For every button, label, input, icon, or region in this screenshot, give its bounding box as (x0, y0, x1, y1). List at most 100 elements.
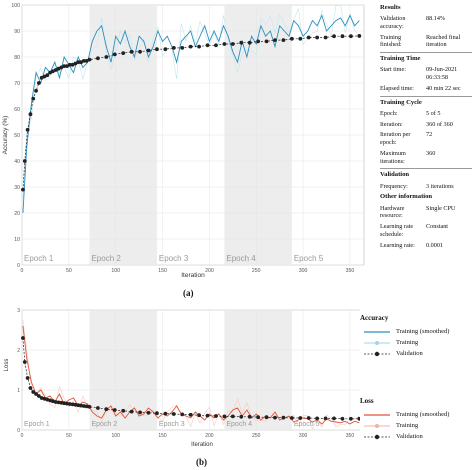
x-tick-label: 0 (21, 268, 24, 274)
validation-point (247, 414, 252, 419)
legend-label: Validation (396, 433, 423, 440)
info-value: 360 (426, 149, 436, 157)
x-tick-label: 150 (158, 268, 167, 274)
validation-point (104, 407, 109, 412)
legend-swatch-acc-training (364, 340, 390, 345)
validation-point (222, 42, 227, 46)
y-tick-label: 0 (17, 263, 20, 269)
y-axis-label: Loss (4, 359, 10, 372)
info-row: Epoch: 5 of 5 (380, 110, 472, 118)
caption-b: (b) (196, 457, 207, 467)
info-key: Iteration per epoch: (380, 131, 411, 147)
info-row: Hardware resource: Single CPU (380, 205, 472, 221)
legend-label: Training (396, 422, 419, 429)
epoch-label: Epoch 3 (159, 421, 185, 428)
x-tick-label: 350 (346, 433, 355, 439)
info-row: Maximum iterations: 360 (380, 150, 472, 166)
validation-point (180, 412, 185, 417)
x-tick-label: 300 (299, 268, 308, 274)
validation-point (62, 401, 67, 406)
legend-loss-title: Loss (360, 397, 374, 405)
validation-point (81, 59, 86, 63)
validation-point (247, 40, 252, 45)
epoch-label: Epoch 4 (226, 421, 252, 428)
info-row: Validation accuracy: 88.14% (380, 15, 472, 31)
validation-point (45, 73, 50, 78)
validation-point (67, 402, 72, 406)
x-tick-label: 150 (158, 433, 167, 439)
info-row: Training finished: Reached final iteratio… (380, 34, 472, 50)
validation-point (230, 414, 235, 419)
info-value: 5 of 5 (426, 109, 441, 117)
y-tick-label: 80 (14, 55, 20, 61)
legend-swatch-loss-smoothed (364, 413, 390, 416)
validation-point (138, 49, 142, 54)
validation-point (67, 62, 72, 67)
training-smoothed-line (22, 14, 360, 214)
epoch-label: Epoch 5 (294, 421, 320, 428)
info-row: Learning rate schedule: Constant (380, 223, 472, 239)
validation-point (205, 413, 210, 418)
training-cycle-heading: Training Cycle (380, 98, 422, 106)
training-raw-line (22, 319, 360, 430)
info-row: Elapsed time: 40 min 22 sec (380, 85, 472, 93)
validation-point (56, 400, 61, 405)
legend-accuracy-title: Accuracy (360, 314, 389, 322)
validation-point (34, 392, 38, 396)
y-tick-label: 60 (14, 107, 20, 113)
legend-swatch-loss-validation (364, 434, 390, 439)
validation-point (306, 35, 311, 40)
y-tick-label: 30 (14, 185, 20, 191)
y-axis-label: Accuracy (%) (2, 116, 9, 155)
legend-swatch-acc-validation (364, 351, 390, 356)
validation-point (222, 414, 227, 419)
info-value: 0.0001 (426, 241, 444, 249)
validation-point (121, 51, 126, 55)
y-tick-label: 100 (11, 3, 20, 9)
info-value: 88.14% (426, 15, 446, 23)
validation-point (298, 36, 303, 41)
epoch-label: Epoch 5 (294, 254, 324, 263)
validation-point (146, 410, 151, 415)
info-row: Iteration per epoch: 72 (380, 131, 472, 147)
validation-point (129, 49, 134, 54)
validation-point (340, 416, 345, 421)
validation-point (155, 47, 159, 52)
validation-point (79, 403, 83, 408)
info-key: Elapsed time: (380, 84, 414, 92)
y-tick-label: 70 (14, 81, 20, 87)
validation-point (188, 44, 193, 49)
validation-point (273, 415, 277, 420)
validation-point (239, 414, 244, 419)
validation-point (197, 413, 201, 418)
info-value: 3 iterations (426, 182, 454, 190)
validation-point (163, 47, 168, 52)
divider (380, 168, 472, 170)
x-axis-label: Iteration (191, 442, 213, 448)
validation-point (146, 48, 151, 53)
validation-point (65, 401, 69, 406)
validation-point (36, 81, 41, 85)
validation-point (256, 39, 261, 44)
validation-point (239, 40, 244, 45)
validation-point (121, 408, 126, 413)
legend-label: Training (smoothed) (396, 411, 450, 418)
validation-point (28, 386, 33, 390)
validation-point (214, 43, 218, 48)
epoch-label: Epoch 4 (226, 254, 256, 263)
legend: Accuracy Training (smoothed) Training Va… (352, 314, 470, 454)
validation-point (84, 404, 89, 409)
validation-point (230, 42, 235, 46)
x-axis-label: Iteration (181, 272, 205, 279)
legend-label: Training (smoothed) (396, 328, 450, 335)
epoch-label: Epoch 1 (24, 254, 54, 263)
validation-point (180, 46, 185, 50)
info-value: 360 of 360 (426, 120, 453, 128)
validation-point (357, 416, 360, 421)
info-row: Frequency: 3 iterations (380, 183, 472, 191)
legend-item: Training (362, 337, 470, 348)
validation-point (348, 416, 353, 421)
info-value: Constant (426, 223, 449, 231)
validation-point (87, 57, 92, 62)
y-tick-label: 10 (14, 237, 20, 243)
